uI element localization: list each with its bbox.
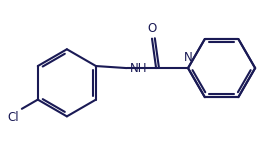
Text: N: N (184, 51, 193, 64)
Text: Cl: Cl (7, 111, 19, 124)
Text: O: O (147, 22, 157, 35)
Text: NH: NH (130, 62, 147, 75)
